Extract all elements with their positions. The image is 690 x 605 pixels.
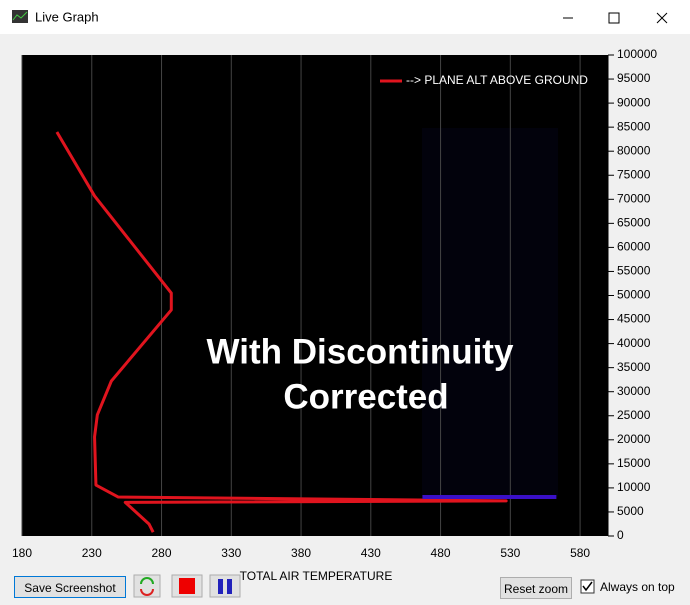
refresh-icon[interactable] (133, 574, 161, 598)
x-tick-label: 580 (570, 546, 590, 560)
maximize-button[interactable] (608, 12, 620, 24)
x-axis-label: TOTAL AIR TEMPERATURE (240, 569, 393, 583)
checkbox-label[interactable]: Always on top (600, 580, 675, 594)
zoom-region (422, 128, 558, 497)
title-bar-graphics: Live Graph (12, 9, 668, 24)
app-icon (12, 10, 28, 23)
stop-icon (179, 578, 195, 594)
annotation: With Discontinuity (207, 332, 514, 371)
window-title: Live Graph (35, 9, 99, 24)
chart: With Discontinuity Corrected TOTAL AIR T… (12, 47, 675, 598)
y-tick-label: 20000 (617, 432, 651, 446)
refresh-arrow (140, 588, 154, 596)
y-tick-label: 0 (617, 528, 624, 542)
refresh-arrow (140, 577, 154, 585)
pause-button[interactable] (209, 574, 241, 598)
y-tick-label: 95000 (617, 71, 651, 85)
y-tick-label: 65000 (617, 216, 651, 230)
y-tick-label: 75000 (617, 167, 651, 181)
y-tick-label: 60000 (617, 240, 651, 254)
y-tick-label: 25000 (617, 408, 651, 422)
y-tick-label: 35000 (617, 360, 651, 374)
pause-icon (227, 579, 232, 594)
y-tick-label: 80000 (617, 143, 651, 157)
y-tick-label: 10000 (617, 480, 651, 494)
x-tick-label: 480 (431, 546, 451, 560)
pause-icon (218, 579, 223, 594)
y-tick-label: 40000 (617, 336, 651, 350)
reset-zoom-button[interactable]: Reset zoom (500, 577, 572, 599)
x-tick-label: 230 (82, 546, 102, 560)
y-tick-label: 45000 (617, 312, 651, 326)
title-bar: Live Graph (0, 0, 690, 34)
y-tick-label: 90000 (617, 95, 651, 109)
y-tick-label: 55000 (617, 264, 651, 278)
checkmark (582, 581, 593, 592)
close-button[interactable] (656, 12, 668, 24)
x-tick-label: 380 (291, 546, 311, 560)
x-tick-label: 530 (500, 546, 520, 560)
y-tick-label: 5000 (617, 504, 644, 518)
x-tick-label: 180 (12, 546, 32, 560)
y-tick-label: 70000 (617, 191, 651, 205)
y-tick-label: 85000 (617, 119, 651, 133)
legend-label: --> PLANE ALT ABOVE GROUND (406, 73, 588, 87)
annotation: Corrected (283, 377, 448, 416)
y-tick-label: 50000 (617, 288, 651, 302)
y-tick-label: 15000 (617, 456, 651, 470)
x-tick-label: 430 (361, 546, 381, 560)
x-tick-label: 330 (221, 546, 241, 560)
app-icon-line (12, 11, 28, 21)
save-screenshot-button[interactable]: Save Screenshot (14, 576, 126, 598)
data-line (55, 131, 508, 533)
x-tick-label: 280 (152, 546, 172, 560)
y-tick-label: 30000 (617, 384, 651, 398)
y-tick-label: 100000 (617, 47, 657, 61)
